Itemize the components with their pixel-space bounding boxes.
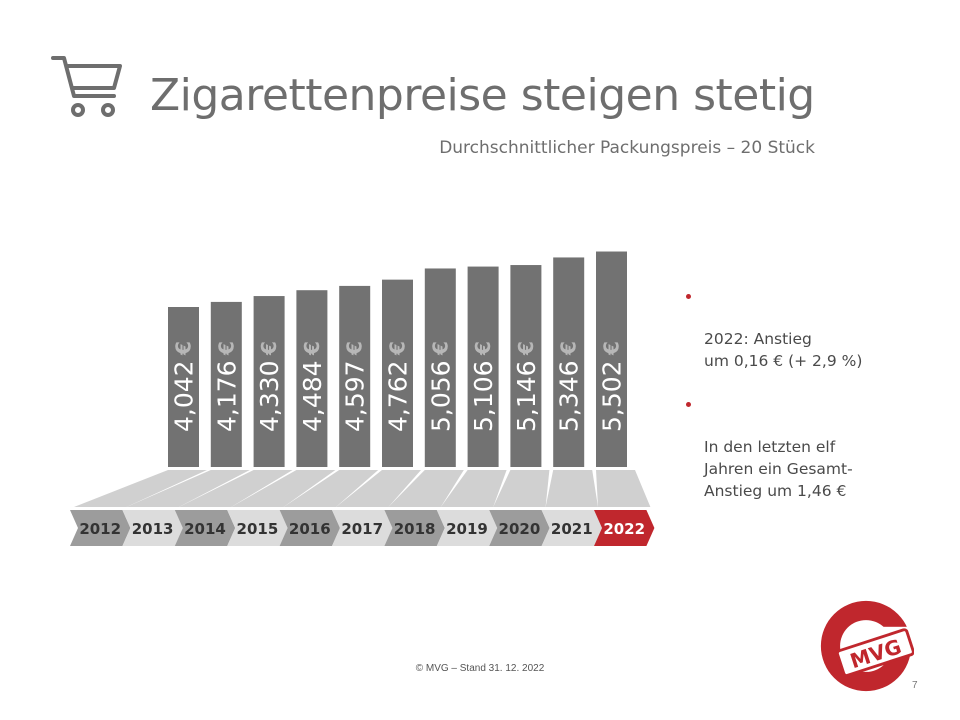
euro-icon: € <box>257 341 281 356</box>
timeline-segment <box>332 510 393 546</box>
timeline-platform <box>596 470 651 507</box>
euro-icon: € <box>172 341 196 356</box>
footer-copyright: © MVG – Stand 31. 12. 2022 <box>415 663 545 674</box>
euro-icon: € <box>514 341 538 356</box>
bar <box>553 257 585 467</box>
bar <box>510 265 542 467</box>
timeline-segment <box>541 510 602 546</box>
bullet-item: In den letzten elf Jahren ein Gesamt- An… <box>686 392 916 502</box>
value-label: 4,330 <box>255 360 284 432</box>
bar <box>467 266 499 467</box>
shopping-cart-icon <box>51 56 122 117</box>
chart-subtitle: Durchschnittlicher Packungspreis – 20 St… <box>439 138 815 158</box>
year-label: 2016 <box>289 520 331 538</box>
year-timeline: 2012 2013 2014 2015 2016 2017 2018 2019 2020 2021… <box>70 510 655 546</box>
year-label: 2018 <box>394 520 436 538</box>
year-label: 2021 <box>551 520 593 538</box>
timeline-platform <box>283 470 379 507</box>
bullet-dot <box>686 402 691 407</box>
bar <box>253 296 285 467</box>
value-label: 4,762 <box>384 360 413 432</box>
year-label: 2013 <box>132 520 174 538</box>
key-facts: 2022: Anstieg um 0,16 € (+ 2,9 %) In den… <box>686 284 916 522</box>
euro-icon: € <box>557 341 581 356</box>
timeline-platform <box>545 470 598 507</box>
bullet-item: 2022: Anstieg um 0,16 € (+ 2,9 %) <box>686 284 916 372</box>
year-label: 2020 <box>499 520 541 538</box>
euro-icon: € <box>386 341 410 356</box>
timeline-segment <box>122 510 183 546</box>
bar <box>424 268 456 467</box>
timeline-platform <box>74 470 207 507</box>
bullet-text: 2022: Anstieg um 0,16 € (+ 2,9 %) <box>704 330 863 370</box>
euro-icon: € <box>428 341 452 356</box>
bar <box>596 251 627 467</box>
value-label: 4,597 <box>341 360 370 432</box>
bar <box>382 279 413 467</box>
year-label: 2012 <box>79 520 121 538</box>
euro-icon: € <box>214 341 238 356</box>
year-label: 2015 <box>237 520 279 538</box>
euro-icon: € <box>471 341 495 356</box>
bar <box>296 290 328 467</box>
year-label: 2017 <box>341 520 383 538</box>
timeline-segment <box>594 510 655 546</box>
value-label: 4,042 <box>170 360 199 432</box>
timeline-platform <box>336 470 421 507</box>
timeline-segment <box>227 510 288 546</box>
timeline-platform <box>493 470 550 507</box>
bar <box>168 307 199 467</box>
timeline-segment <box>279 510 340 546</box>
timeline-segment <box>384 510 445 546</box>
value-label: 5,106 <box>469 360 498 432</box>
value-label: 4,176 <box>212 360 241 432</box>
value-label: 5,056 <box>426 360 455 432</box>
timeline-platform <box>388 470 464 507</box>
timeline-segment <box>436 510 498 546</box>
timeline-platform <box>178 470 293 507</box>
timeline-segment <box>70 510 131 546</box>
year-label: 2014 <box>184 520 226 538</box>
mvg-logo: MVG <box>820 600 914 692</box>
bar <box>210 301 242 467</box>
euro-icon: € <box>343 341 367 356</box>
bars: €4,042 €4,176 €4,330 €4,484 €4,597 €4,762 €5,0… <box>168 251 627 467</box>
bullet-dot <box>686 294 691 299</box>
value-label: 5,346 <box>555 360 584 432</box>
value-label: 5,502 <box>598 360 627 432</box>
bullet-text: In den letzten elf Jahren ein Gesamt- An… <box>704 438 853 500</box>
euro-icon: € <box>600 341 624 356</box>
year-label: 2019 <box>446 520 488 538</box>
page-number: 7 <box>912 680 918 691</box>
value-label: 5,146 <box>512 360 541 432</box>
timeline-segment <box>489 510 550 546</box>
value-label: 4,484 <box>298 360 327 432</box>
page-title: Zigarettenpreise steigen stetig <box>150 70 815 121</box>
timeline-platform <box>231 470 336 507</box>
timeline-platform <box>126 470 250 507</box>
euro-icon: € <box>300 341 324 356</box>
timeline-platforms <box>74 470 651 507</box>
timeline-platform <box>440 470 507 507</box>
timeline-segment <box>174 510 236 546</box>
year-label: 2022 <box>603 520 645 538</box>
bar <box>339 285 371 467</box>
